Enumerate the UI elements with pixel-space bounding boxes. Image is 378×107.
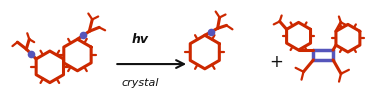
Text: crystal: crystal xyxy=(122,78,159,88)
Text: +: + xyxy=(270,53,284,71)
Text: hv: hv xyxy=(132,33,149,46)
